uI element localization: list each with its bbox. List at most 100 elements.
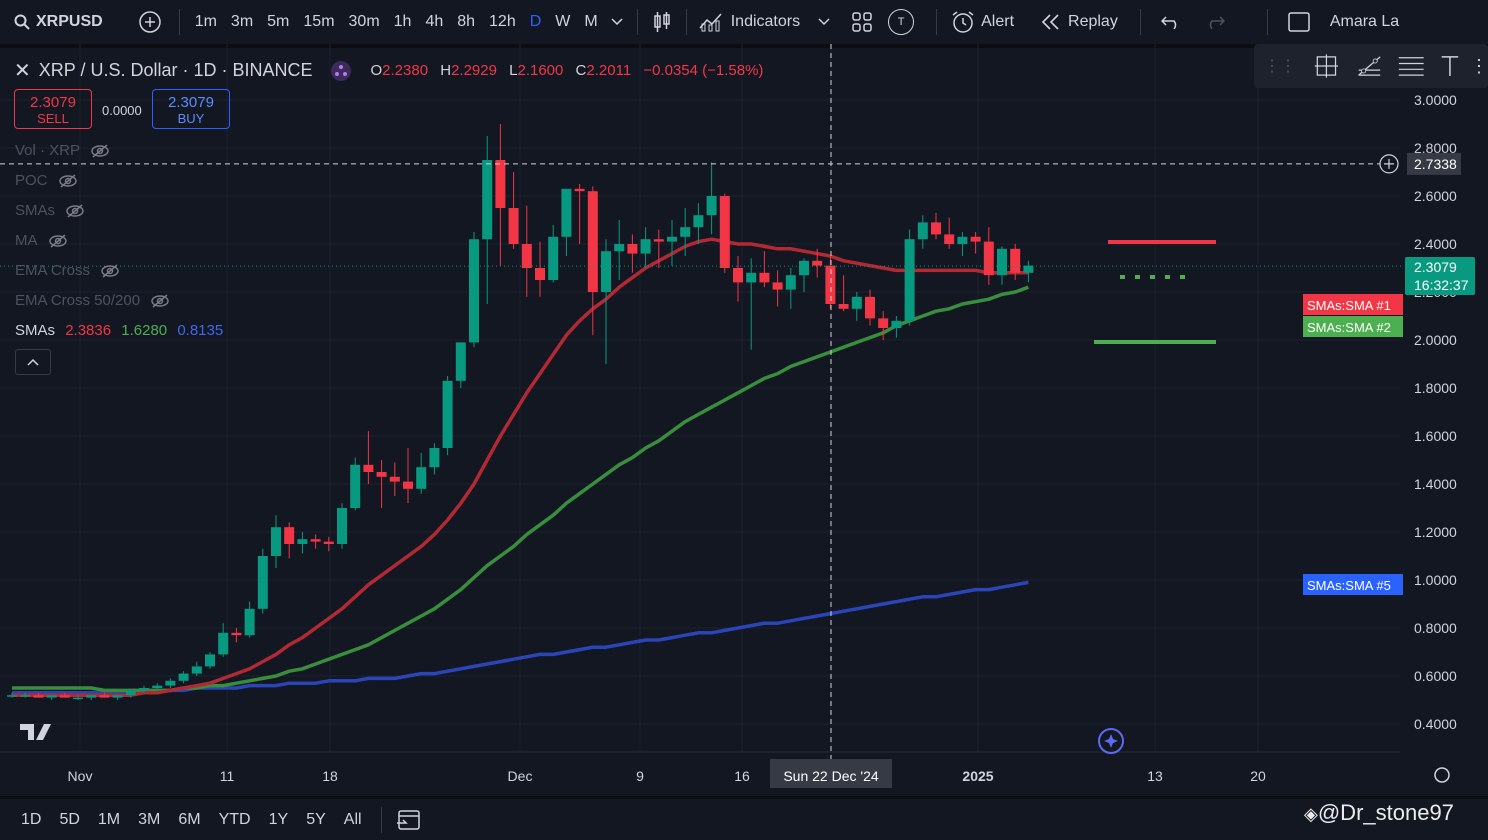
layouts-button[interactable]: [844, 0, 880, 44]
candle-body: [257, 556, 268, 609]
timeframe-15m[interactable]: 15m: [303, 13, 335, 30]
timeframe-w[interactable]: W: [555, 13, 571, 30]
candle-body: [416, 467, 427, 489]
indicators-dropdown[interactable]: [804, 0, 844, 44]
compare-symbol-button[interactable]: [138, 0, 161, 44]
close-chart-icon[interactable]: ✕: [14, 60, 31, 82]
candle-body: [508, 208, 519, 244]
timeframe-30m[interactable]: 30m: [348, 13, 380, 30]
symbol-label: XRPUSD: [36, 13, 103, 30]
symbol-search[interactable]: XRPUSD: [0, 0, 103, 44]
candle-body: [706, 196, 717, 216]
indicator-item[interactable]: Vol · XRP: [15, 142, 110, 159]
candle-body: [561, 188, 572, 237]
candle-body: [59, 695, 70, 698]
timeframe-3m[interactable]: 3m: [230, 13, 254, 30]
range-6m[interactable]: 6M: [178, 810, 201, 828]
eye-hidden-icon[interactable]: [90, 143, 110, 159]
timeframe-d[interactable]: D: [529, 13, 542, 30]
timeframe-4h[interactable]: 4h: [425, 13, 444, 30]
eye-hidden-icon[interactable]: [65, 203, 85, 219]
candle-body: [389, 476, 400, 482]
range-1d[interactable]: 1D: [21, 810, 42, 828]
undo-button[interactable]: [1149, 0, 1193, 44]
sma1-line: [12, 237, 1029, 697]
range-all[interactable]: All: [343, 810, 362, 828]
fib-tool-icon[interactable]: [1398, 51, 1424, 81]
alert-button[interactable]: Alert: [945, 0, 1020, 44]
indicator-item[interactable]: EMA Cross 50/200: [15, 292, 170, 309]
timeframe-dropdown[interactable]: [605, 0, 629, 44]
sma-tag-box: [1303, 316, 1403, 337]
candle-body: [337, 508, 347, 544]
time-axis-label: 11: [220, 768, 235, 784]
chevron-down-icon: [818, 18, 830, 26]
candle-body: [680, 227, 691, 237]
buy-button[interactable]: 2.3079 BUY: [152, 89, 230, 129]
candle-body: [1023, 265, 1034, 273]
avatar[interactable]: T: [880, 0, 922, 44]
symbol-title[interactable]: XRP / U.S. Dollar · 1D · BINANCE: [38, 60, 313, 80]
range-3m[interactable]: 3M: [138, 810, 161, 828]
eye-hidden-icon[interactable]: [48, 233, 68, 249]
indicators-button[interactable]: Indicators: [695, 0, 804, 44]
eye-hidden-icon[interactable]: [150, 293, 170, 309]
chart-type-button[interactable]: [646, 0, 678, 44]
candle-body: [73, 697, 83, 700]
price-axis-label: 2.4000: [1414, 236, 1457, 252]
sma-legend-name: SMAs: [15, 322, 56, 339]
candle-body: [719, 196, 730, 268]
candle-body: [469, 239, 479, 343]
candle-body: [482, 160, 493, 240]
range-1y[interactable]: 1Y: [268, 810, 289, 828]
user-menu[interactable]: Amara La: [1324, 0, 1399, 44]
timeframe-1h[interactable]: 1h: [393, 13, 412, 30]
last-price-tag: [1405, 257, 1475, 295]
candle-body: [746, 272, 757, 283]
candle-body: [86, 695, 97, 698]
range-ytd[interactable]: YTD: [218, 810, 251, 828]
indicator-item[interactable]: SMAs: [15, 202, 85, 219]
indicator-item[interactable]: POC: [15, 172, 78, 189]
trend-lines-icon[interactable]: [1357, 51, 1382, 81]
indicators-label: Indicators: [730, 13, 801, 30]
range-5d[interactable]: 5D: [59, 810, 80, 828]
candle-body: [812, 260, 823, 266]
candle-body: [7, 695, 17, 697]
candle-body: [614, 244, 625, 252]
eye-hidden-icon[interactable]: [100, 263, 120, 279]
range-1m[interactable]: 1M: [97, 810, 121, 828]
sma-legend[interactable]: SMAs 2.3836 1.6280 0.8135: [15, 322, 223, 339]
candle-body: [165, 680, 176, 686]
candle-body: [772, 282, 783, 290]
candle-body: [865, 296, 875, 319]
timeframe-1m[interactable]: 1m: [194, 13, 217, 30]
timeframe-m[interactable]: M: [584, 13, 598, 30]
indicator-item[interactable]: MA: [15, 232, 68, 249]
more-tools-icon[interactable]: ⋮: [1470, 55, 1488, 76]
drag-handle-icon[interactable]: ⋮⋮: [1264, 58, 1296, 75]
sell-price: 2.3079: [30, 94, 76, 111]
candle-body: [535, 268, 545, 280]
crosshair-tool-icon[interactable]: [1314, 51, 1339, 81]
go-to-date-icon[interactable]: [396, 807, 422, 833]
eye-hidden-icon[interactable]: [58, 173, 78, 189]
replay-button[interactable]: Replay: [1020, 0, 1132, 44]
indicator-item[interactable]: EMA Cross: [15, 262, 120, 279]
fullscreen-button[interactable]: [1276, 0, 1324, 44]
sell-button[interactable]: 2.3079 SELL: [14, 89, 92, 129]
high-key: H: [440, 62, 452, 79]
replay-label: Replay: [1068, 13, 1118, 30]
redo-button[interactable]: [1193, 0, 1237, 44]
text-tool-icon[interactable]: [1440, 52, 1460, 80]
price-axis-label: 2.8000: [1414, 140, 1457, 156]
timeframe-12h[interactable]: 12h: [489, 13, 516, 30]
timeframe-5m[interactable]: 5m: [267, 13, 290, 30]
timeframe-8h[interactable]: 8h: [457, 13, 476, 30]
sma-tag-label: SMAs:SMA #2: [1307, 320, 1391, 335]
candle-body: [376, 472, 387, 477]
collapse-legend-button[interactable]: [15, 349, 51, 375]
candle-body: [891, 320, 902, 328]
range-5y[interactable]: 5Y: [306, 810, 326, 828]
